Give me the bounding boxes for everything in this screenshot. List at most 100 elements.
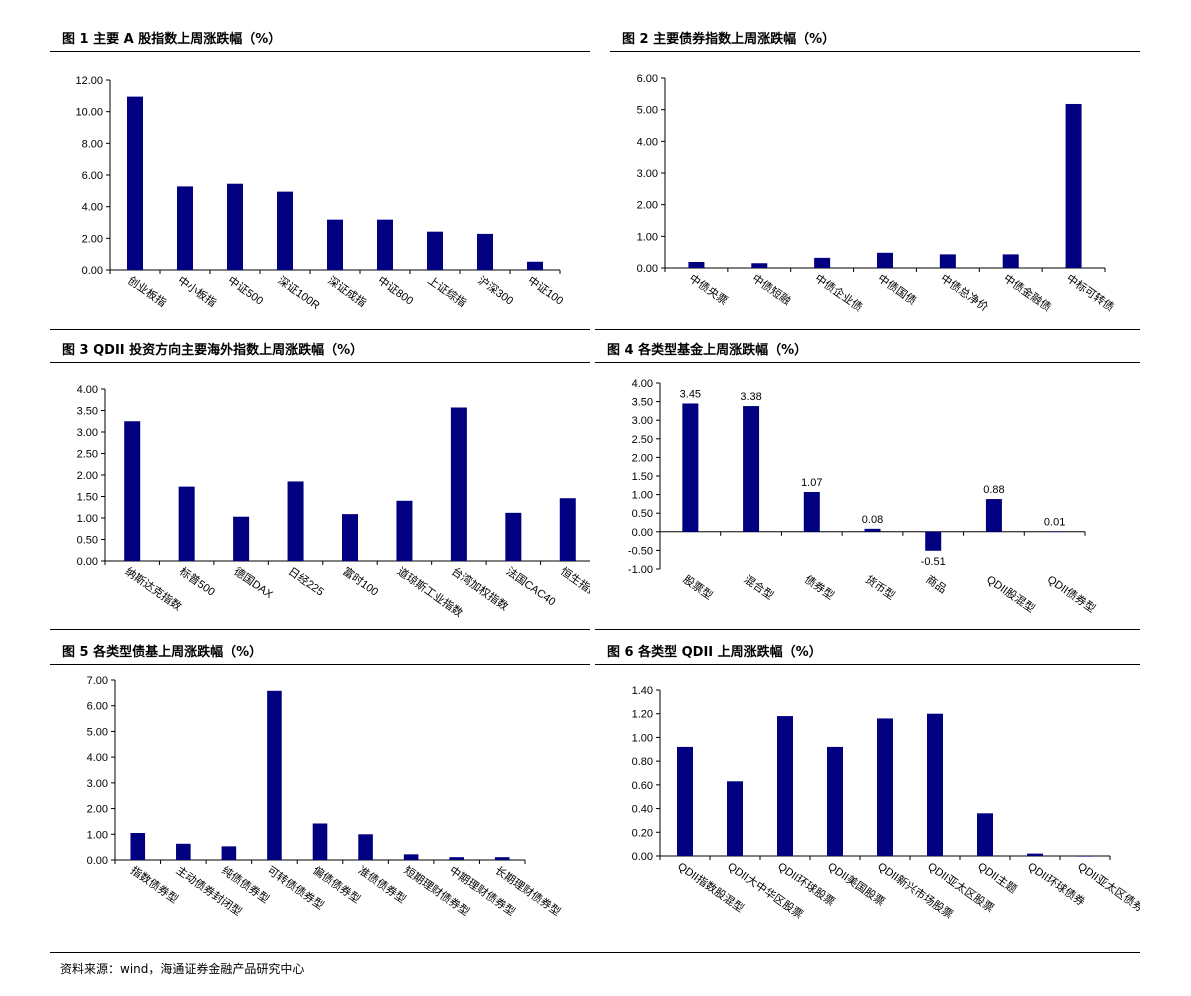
category-label: 创业板指 xyxy=(125,273,169,310)
bar xyxy=(1065,103,1082,268)
bar xyxy=(177,186,193,270)
bar xyxy=(559,498,576,561)
y-tick-label: -0.50 xyxy=(628,545,653,557)
bar xyxy=(233,516,250,561)
chart-panel-2: 图 2 主要债券指数上周涨跌幅（%） 0.00 1.00 2.00 3.00 4.00 5… xyxy=(610,22,1140,327)
bar xyxy=(677,746,693,856)
category-label: 恒生指数 xyxy=(558,564,590,601)
bar xyxy=(751,263,768,268)
chart-title-1: 图 1 主要 A 股指数上周涨跌幅（%） xyxy=(62,32,282,47)
chart-panel-5: 图 5 各类型债基上周涨跌幅（%） 0.00 1.00 2.00 3.00 4.00 5.… xyxy=(50,629,590,950)
y-tick-label: 1.00 xyxy=(632,732,653,744)
title-rule-2 xyxy=(610,51,1140,52)
bar xyxy=(227,183,243,270)
y-tick-label: 3.50 xyxy=(632,397,653,409)
y-tick-label: -1.00 xyxy=(628,564,653,576)
bar xyxy=(985,499,1002,532)
y-tick-label: 3.50 xyxy=(77,406,98,418)
bar xyxy=(1002,254,1019,268)
category-label: 股票型 xyxy=(681,572,716,602)
y-tick-label: 3.00 xyxy=(632,415,653,427)
y-tick-label: 1.00 xyxy=(632,490,653,502)
chart-plot-4: -1.00 -0.50 0.00 0.50 1.00 1.50 2.00 2.50 3.00 3.… xyxy=(628,378,1099,615)
bar xyxy=(777,716,793,856)
y-tick-label: 3.00 xyxy=(87,778,108,790)
y-tick-label: 3.00 xyxy=(637,168,658,180)
bar xyxy=(827,746,843,856)
category-label: 商品 xyxy=(923,572,949,596)
category-label: QDII债券型 xyxy=(1045,572,1099,615)
title-rule-3 xyxy=(50,362,590,363)
data-label: 0.88 xyxy=(983,484,1004,496)
bar xyxy=(877,718,893,856)
y-tick-label: 5.00 xyxy=(637,105,658,117)
category-label: QDII主题 xyxy=(975,860,1019,896)
y-tick-label: 4.00 xyxy=(637,136,658,148)
bar xyxy=(527,261,543,270)
bar xyxy=(403,854,419,860)
category-label: 法国CAC40 xyxy=(504,564,559,608)
y-tick-label: 1.00 xyxy=(637,231,658,243)
bar xyxy=(864,528,881,532)
data-label: -0.51 xyxy=(921,556,946,568)
y-tick-label: 2.50 xyxy=(77,449,98,461)
y-tick-label: 6.00 xyxy=(637,73,658,85)
category-label: 深证成指 xyxy=(325,273,369,310)
y-tick-label: 0.60 xyxy=(632,780,653,792)
chart-title-6: 图 6 各类型 QDII 上周涨跌幅（%） xyxy=(607,645,822,660)
category-label: 混合型 xyxy=(741,572,776,602)
chart-title-3: 图 3 QDII 投资方向主要海外指数上周涨跌幅（%） xyxy=(62,343,364,358)
data-label: 1.07 xyxy=(801,477,822,489)
category-label: 货币型 xyxy=(863,572,898,602)
bar xyxy=(176,843,191,860)
bar xyxy=(449,857,464,860)
chart-title-5: 图 5 各类型债基上周涨跌幅（%） xyxy=(62,645,263,660)
y-tick-label: 7.00 xyxy=(87,675,108,687)
chart-panel-6: 图 6 各类型 QDII 上周涨跌幅（%） 0.00 0.20 0.40 0.60 0.… xyxy=(595,629,1140,950)
bar xyxy=(727,781,743,856)
category-label: 中债金融债 xyxy=(1001,271,1054,314)
chart-title-2: 图 2 主要债券指数上周涨跌幅（%） xyxy=(622,32,836,47)
data-label: 3.38 xyxy=(740,391,761,403)
bar xyxy=(277,191,293,270)
bar xyxy=(287,481,304,561)
y-tick-label: 1.40 xyxy=(632,685,653,697)
category-label: 中证800 xyxy=(375,274,416,308)
y-tick-label: 6.00 xyxy=(87,701,108,713)
bar xyxy=(977,813,993,856)
bar xyxy=(1077,856,1093,857)
category-label: 债券型 xyxy=(802,572,837,602)
y-tick-label: 0.00 xyxy=(82,265,103,277)
bar xyxy=(1027,853,1043,856)
chart-panel-4: 图 4 各类型基金上周涨跌幅（%） -1.00 -0.50 0.00 0.50 1.00… xyxy=(595,329,1140,628)
bar xyxy=(688,261,705,268)
category-label: 富时100 xyxy=(340,564,381,599)
category-label: 沪深300 xyxy=(475,273,516,308)
y-tick-label: 4.00 xyxy=(77,384,98,396)
category-label: 指数债券型 xyxy=(128,863,181,906)
data-label: 3.45 xyxy=(680,388,701,400)
bar xyxy=(877,252,893,268)
bar xyxy=(427,231,443,270)
y-tick-label: 0.00 xyxy=(77,556,98,568)
category-label: 中证100 xyxy=(525,274,566,308)
y-tick-label: 2.50 xyxy=(632,434,653,446)
panel-rule-6-top xyxy=(595,629,1140,630)
category-label: 上证综指 xyxy=(425,273,469,310)
bar xyxy=(396,500,413,561)
y-tick-label: 2.00 xyxy=(87,804,108,816)
category-label: 中标可转债 xyxy=(1064,271,1117,314)
y-tick-label: 4.00 xyxy=(82,202,103,214)
bar xyxy=(327,219,343,270)
category-label: QDII股混型 xyxy=(984,572,1038,615)
category-label: 中证500 xyxy=(225,274,266,308)
bar xyxy=(939,254,956,268)
bar xyxy=(682,403,699,532)
y-tick-label: 0.50 xyxy=(77,535,98,547)
y-tick-label: 0.00 xyxy=(637,263,658,275)
y-tick-label: 1.50 xyxy=(77,492,98,504)
category-label: 日经225 xyxy=(286,565,327,599)
title-rule-1 xyxy=(50,51,590,52)
title-rule-6 xyxy=(595,664,1140,665)
y-tick-label: 3.00 xyxy=(77,427,98,439)
